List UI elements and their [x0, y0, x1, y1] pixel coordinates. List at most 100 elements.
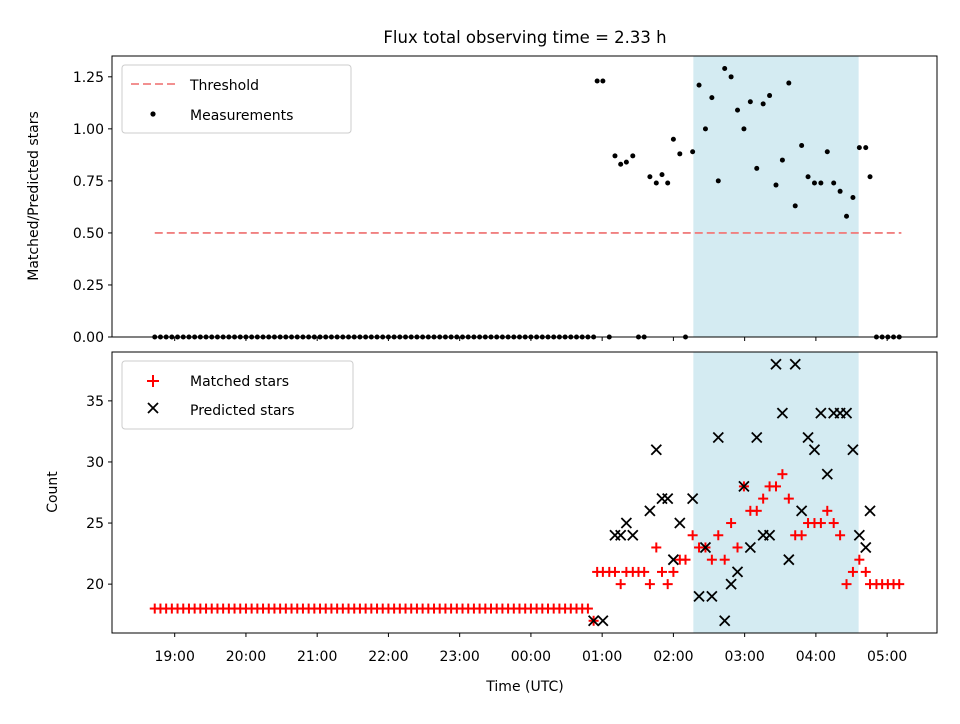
- measurement-point: [811, 180, 817, 186]
- predicted-star-point: [796, 505, 808, 517]
- measurement-point: [799, 143, 805, 149]
- measurement-point: [850, 195, 856, 201]
- measurement-point: [754, 165, 760, 171]
- measurement-point: [728, 74, 734, 80]
- predicted-star-point: [751, 431, 763, 444]
- measurement-point: [690, 149, 696, 155]
- measurement-point: [659, 172, 665, 178]
- matched-star-point: [651, 542, 662, 553]
- legend-matched-label: Matched stars: [190, 374, 289, 390]
- predicted-star-point: [686, 492, 699, 505]
- matched-star-point: [713, 530, 724, 541]
- predicted-marker-b: [674, 517, 686, 529]
- predicted-marker-b: [860, 541, 872, 554]
- predicted-marker-b: [751, 431, 763, 444]
- predicted-marker-b: [821, 468, 833, 480]
- measurement-point: [831, 180, 837, 186]
- predicted-star-point: [731, 566, 744, 578]
- matched-star-point: [783, 493, 794, 504]
- matched-star-point: [751, 505, 762, 516]
- measurement-point: [747, 99, 753, 105]
- predicted-marker-b: [864, 505, 876, 517]
- predicted-star-point: [587, 615, 600, 627]
- predicted-marker-b: [699, 541, 712, 554]
- bottom-y-axis-label: Count: [45, 471, 61, 513]
- measurement-point: [792, 203, 798, 209]
- predicted-marker-b: [667, 554, 680, 566]
- predicted-marker-b: [763, 529, 776, 541]
- measurement-point: [702, 126, 708, 132]
- bottom-panel: 20 25 30 35 19:00 20:00 21:00 22:00 23:00 00:00 01…: [45, 351, 938, 695]
- predicted-marker-b: [808, 444, 821, 456]
- predicted-star-point: [802, 431, 814, 444]
- measurement-point: [867, 174, 873, 180]
- measurement-point: [863, 145, 869, 151]
- predicted-marker-b: [725, 578, 737, 590]
- measurement-point: [709, 95, 715, 101]
- bottom-observing-window: [693, 352, 859, 633]
- matched-star-point: [680, 554, 691, 565]
- predicted-star-point: [719, 615, 731, 627]
- x-tick-label: 23:00: [439, 649, 479, 665]
- legend-measurements-swatch: [150, 111, 156, 117]
- measurement-point: [696, 82, 702, 88]
- bottom-legend-box: [121, 360, 354, 430]
- predicted-star-point: [706, 590, 718, 602]
- predicted-marker-b: [840, 407, 853, 419]
- x-tick-label: 21:00: [297, 649, 337, 665]
- bottom-y-tick-label: 20: [86, 577, 104, 593]
- top-plot-frame: [111, 55, 938, 338]
- bottom-y-tick-label: 30: [86, 455, 104, 471]
- predicted-marker-b: [712, 431, 724, 444]
- predicted-star-point: [597, 615, 609, 627]
- predicted-star-point: [738, 480, 750, 493]
- predicted-marker-b: [776, 407, 789, 419]
- predicted-marker-b: [731, 566, 744, 578]
- top-y-tick-label: 0.00: [73, 330, 104, 346]
- predicted-marker-b: [686, 492, 699, 505]
- legend-matched-swatch: [147, 375, 159, 387]
- predicted-marker-b: [693, 590, 705, 602]
- predicted-star-point: [763, 529, 776, 541]
- measurement-point: [844, 213, 850, 219]
- matched-star-point: [726, 518, 737, 529]
- predicted-marker-b: [802, 431, 814, 444]
- bottom-plot-frame: [111, 351, 938, 634]
- measurement-point: [715, 178, 721, 184]
- measurement-point: [647, 174, 653, 180]
- predicted-marker-b: [620, 517, 633, 529]
- predicted-star-point: [644, 505, 656, 517]
- measurement-point: [779, 157, 785, 163]
- predicted-marker-b: [853, 529, 865, 541]
- matched-star-point: [639, 566, 650, 577]
- matched-star-point: [815, 518, 826, 529]
- measurement-point: [623, 159, 629, 165]
- matched-star-point: [719, 554, 730, 565]
- matched-star-point: [828, 518, 839, 529]
- measurement-point: [618, 161, 624, 167]
- measurement-point: [600, 78, 606, 84]
- matched-star-point: [657, 566, 667, 577]
- predicted-star-point: [770, 358, 782, 370]
- top-legend-box: [121, 64, 352, 134]
- top-y-tick-label: 1.25: [73, 70, 104, 86]
- legend-measurements-label: Measurements: [190, 108, 293, 124]
- matched-star-point: [777, 469, 788, 480]
- measurement-point: [670, 136, 676, 142]
- predicted-star-point: [815, 407, 827, 419]
- legend-predicted-swatch: [147, 402, 159, 414]
- predicted-marker-b: [815, 407, 827, 419]
- matched-star-point: [609, 566, 620, 577]
- matched-star-point: [894, 579, 905, 590]
- x-tick-label: 22:00: [368, 649, 408, 665]
- x-tick-label: 20:00: [226, 649, 266, 665]
- matched-star-point: [835, 530, 846, 541]
- predicted-star-point: [789, 358, 801, 370]
- predicted-star-point: [840, 407, 853, 419]
- top-observing-window: [693, 56, 859, 337]
- predicted-marker-b: [706, 590, 718, 602]
- top-y-axis-label: Matched/Predicted stars: [26, 111, 42, 281]
- measurement-point: [805, 174, 811, 180]
- matched-star-point: [644, 579, 655, 590]
- matched-star-point: [860, 566, 871, 577]
